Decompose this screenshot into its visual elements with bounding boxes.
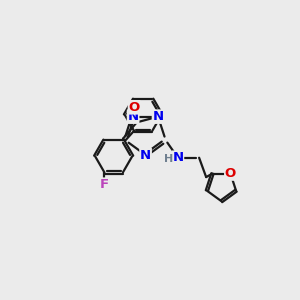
Text: N: N (152, 110, 164, 123)
Text: N: N (140, 148, 151, 161)
Text: F: F (100, 178, 109, 191)
Text: N: N (128, 110, 139, 123)
Text: H: H (164, 154, 173, 164)
Text: N: N (172, 151, 184, 164)
Text: O: O (225, 167, 236, 180)
Text: O: O (128, 101, 140, 114)
